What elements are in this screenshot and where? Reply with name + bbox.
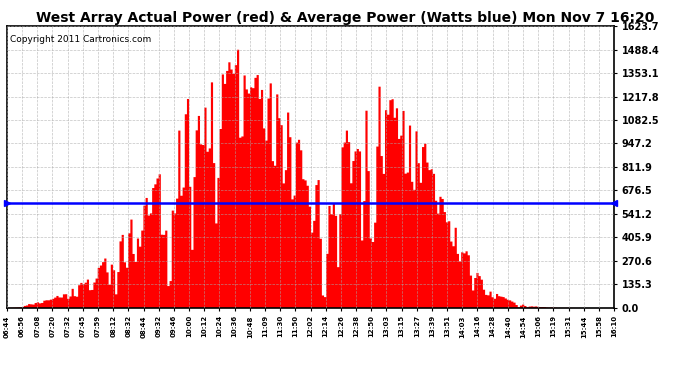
Text: 603.52: 603.52 [0,186,1,220]
Text: Copyright 2011 Cartronics.com: Copyright 2011 Cartronics.com [10,35,151,44]
Text: West Array Actual Power (red) & Average Power (Watts blue) Mon Nov 7 16:20: West Array Actual Power (red) & Average … [36,11,654,25]
